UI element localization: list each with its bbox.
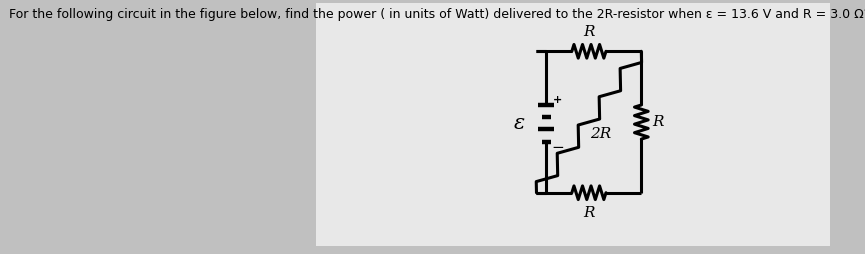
Text: 2R: 2R — [590, 127, 612, 141]
Text: R: R — [583, 206, 594, 220]
Text: −: − — [552, 140, 564, 155]
Text: R: R — [652, 115, 663, 129]
Text: R: R — [583, 25, 594, 39]
Text: ε: ε — [514, 114, 525, 133]
Text: +: + — [554, 94, 562, 105]
Text: For the following circuit in the figure below, find the power ( in units of Watt: For the following circuit in the figure … — [9, 8, 865, 21]
